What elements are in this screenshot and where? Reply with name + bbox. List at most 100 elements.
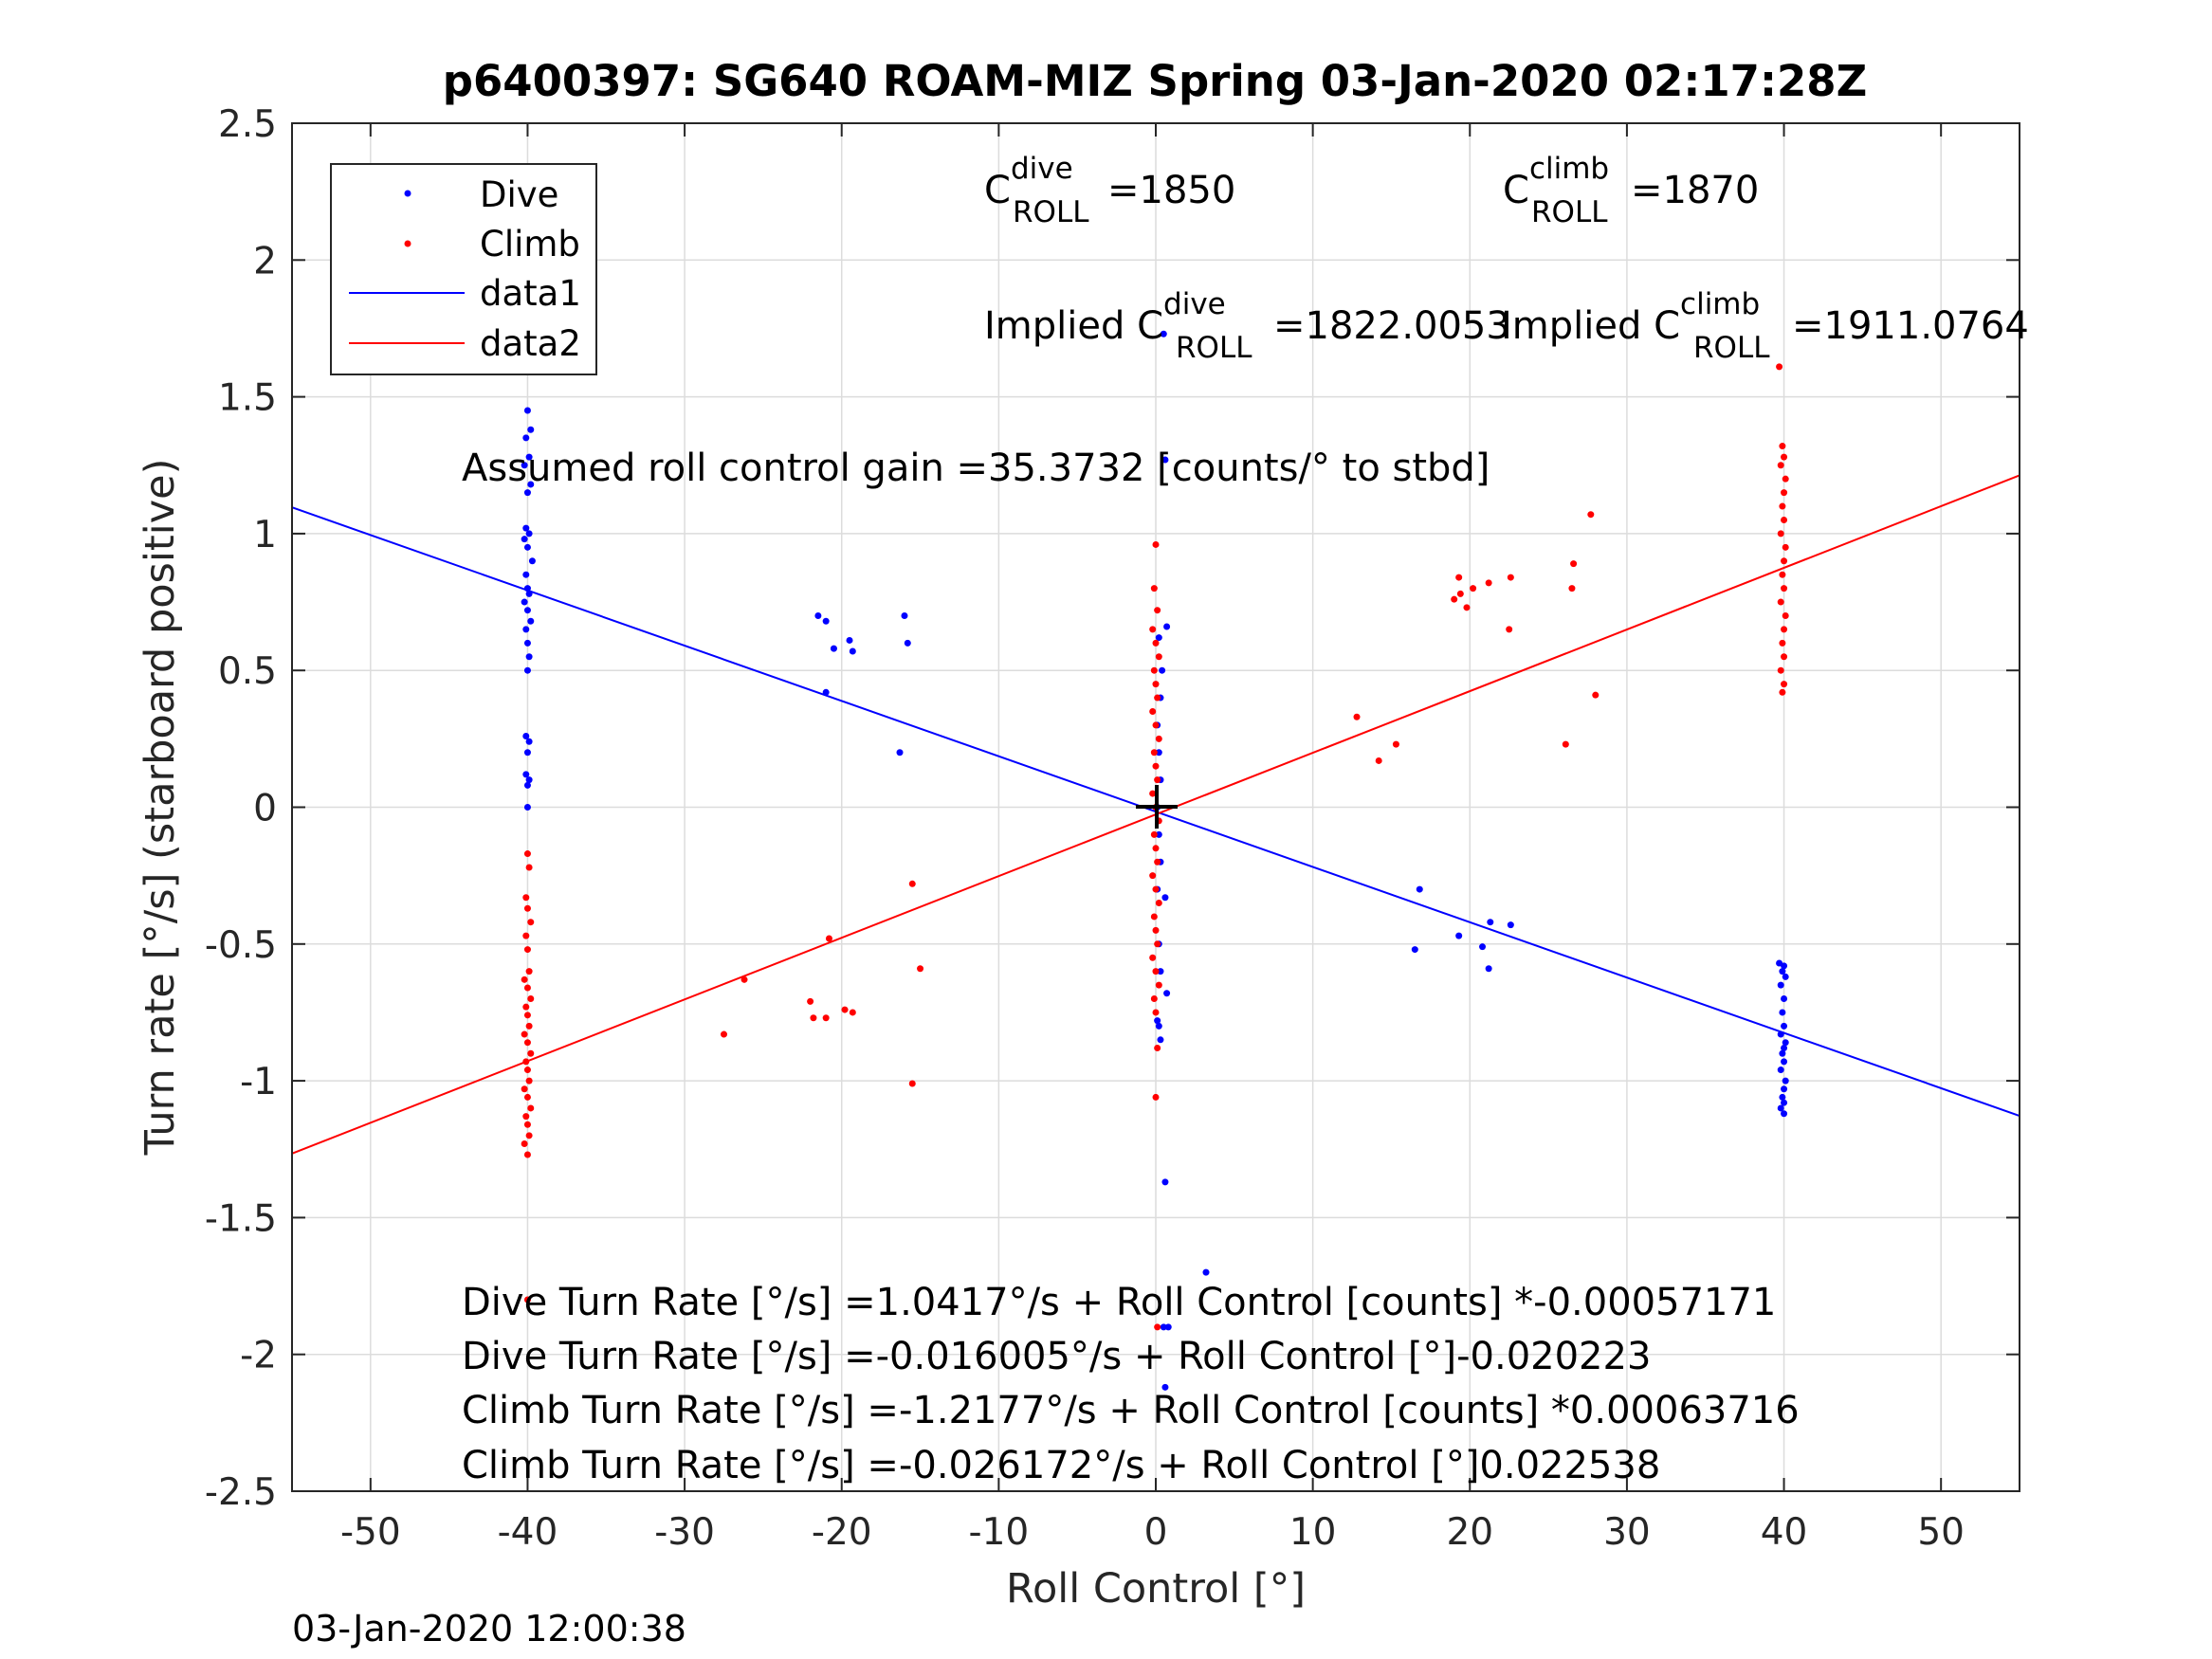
equation-dive-degrees: Dive Turn Rate [°/s] =-0.016005°/s + Rol… [462,1335,1651,1378]
climb-point [1463,604,1471,611]
climb-point [1152,762,1160,770]
climb-point [1152,1009,1160,1016]
dive-point [1155,1022,1162,1030]
c-roll-climb-value: =1870 [1631,169,1759,212]
dive-point [814,611,822,619]
dive-point [523,543,531,551]
dive-point [904,639,911,647]
dive-point [523,607,531,614]
climb-point [1779,443,1786,450]
x-tick-label: -20 [812,1511,872,1554]
climb-point [525,864,533,871]
dive-point [522,732,530,739]
climb-point [1779,502,1786,510]
implied-dive-base: Implied C [984,304,1163,348]
climb-point [1152,639,1160,647]
legend-climb-marker [404,240,411,247]
dive-point [846,636,853,644]
y-tick-label: -2.5 [205,1471,277,1514]
c-roll-climb-base: C [1503,169,1529,212]
dive-point [896,749,904,757]
climb-point [1154,940,1161,948]
dive-point [1163,990,1171,997]
climb-point [522,1003,530,1011]
y-tick-label: -2 [240,1335,277,1377]
equation-climb-counts: Climb Turn Rate [°/s] =-1.2177°/s + Roll… [462,1389,1800,1432]
dive-point [1779,968,1786,975]
climb-point [1779,571,1786,578]
c-roll-dive-sup: dive [1011,152,1073,186]
dive-point [1159,666,1166,674]
climb-point [523,850,531,858]
climb-point [523,984,531,992]
climb-point [1154,607,1161,614]
climb-point [810,1014,817,1022]
climb-point [1154,1044,1161,1051]
climb-point [1152,681,1160,688]
c-roll-climb-sup: climb [1529,152,1609,186]
implied-c-roll-climb-annotation: Implied Cclimb ROLL =1911.0764 [1501,287,2029,365]
climb-point [1150,749,1158,757]
dive-point [1154,1017,1161,1025]
climb-point [523,1093,531,1101]
x-tick-label: 10 [1289,1511,1337,1554]
y-tick-label: 0.5 [218,650,277,693]
dive-point [822,688,830,696]
dive-point [1164,1323,1172,1331]
dive-point [830,645,837,652]
climb-point [1150,913,1158,921]
dive-point [523,666,531,674]
dive-point [1202,1268,1210,1276]
dive-point [1161,894,1169,902]
climb-point [1485,579,1492,587]
climb-point [1470,585,1477,592]
climb-point [1776,363,1783,371]
dive-point [521,462,528,469]
dive-point [849,647,856,655]
dive-point [1782,973,1789,980]
dive-point [1411,946,1418,954]
climb-point [1152,721,1160,729]
dive-point [1157,968,1164,975]
dive-point [525,530,533,538]
dive-point [523,781,531,789]
dive-point [521,536,528,543]
x-ticks [369,123,1943,1491]
x-tick-labels: -50 -40 -30 -20 -10 0 10 20 30 40 50 [340,1511,1965,1554]
climb-point [522,932,530,939]
climb-point [523,904,531,912]
implied-dive-sup: dive [1163,287,1226,321]
x-tick-label: 50 [1917,1511,1965,1554]
climb-point [1781,489,1788,497]
dive-point [901,611,908,619]
dive-point [528,557,536,565]
y-tick-label: -1.5 [205,1197,277,1240]
climb-point [1781,516,1788,523]
climb-point [908,1080,916,1087]
climb-point [1781,653,1788,661]
dive-point [522,571,530,578]
dive-point [523,489,531,497]
dive-point [1777,981,1784,989]
climb-point [917,965,924,973]
timestamp-footer: 03-Jan-2020 12:00:38 [292,1608,686,1650]
implied-dive-sub: ROLL [1176,331,1252,365]
dive-point [522,771,530,778]
y-axis-label: Turn rate [°/s] (starboard positive) [137,459,184,1157]
dive-point [1455,932,1463,939]
dive-point [1485,965,1492,973]
climb-point [527,1104,535,1112]
climb-point [1149,954,1157,961]
climb-point [1777,462,1784,469]
climb-point [841,1006,849,1013]
climb-point [1149,626,1157,633]
climb-point [523,1296,531,1304]
climb-point [1152,845,1160,852]
dive-point [525,776,533,784]
climb-point [1154,1323,1161,1331]
x-tick-label: -50 [340,1511,401,1554]
climb-point [525,1022,533,1030]
dive-point [1160,330,1167,337]
y-tick-label: 0 [253,788,277,830]
climb-point [1152,1093,1160,1101]
